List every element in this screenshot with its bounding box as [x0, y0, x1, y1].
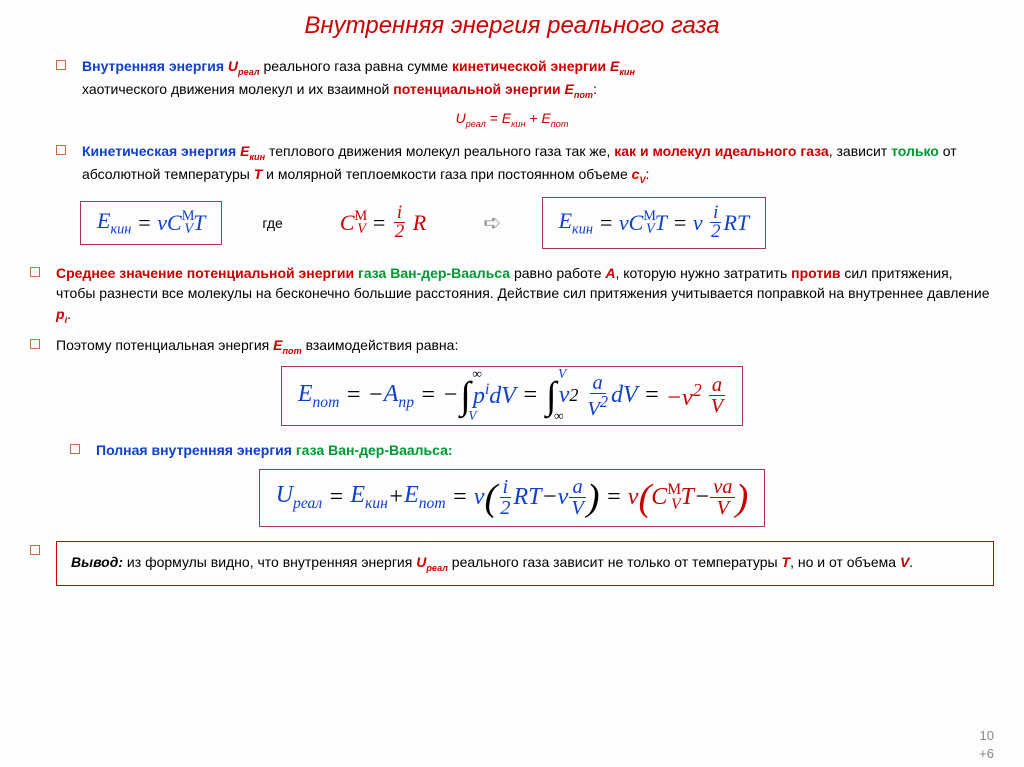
bullet-full-energy: Полная внутренняя энергия газа Ван-дер-В… [70, 440, 994, 460]
bullet-intro: Внутренняя энергия Uреал реального газа … [56, 56, 994, 102]
epot-intro-text: Поэтому потенциальная энергия Eпот взаим… [56, 335, 994, 358]
formula-epot: Eпот = −Aпр = −∞∫VpidV = V∫∞ν2 aV2dV = −… [30, 366, 994, 427]
page-title: Внутренняя энергия реального газа [30, 12, 994, 40]
conclusion-box: Вывод: из формулы видно, что внутренняя … [56, 541, 994, 586]
formula-ekin-1: Eкин = νCMVT [80, 201, 222, 246]
page-number: 10 [980, 728, 994, 743]
bullet-icon [30, 267, 40, 277]
bullet-kinetic: Кинетическая энергия Eкин теплового движ… [56, 141, 994, 187]
bullet-potential-mean: Среднее значение потенциальной энергии г… [30, 263, 994, 327]
equation-row-ekin: Eкин = νCMVT где CMV = i2 R ➪ Eкин = νCM… [80, 197, 994, 249]
bullet-conclusion: Вывод: из формулы видно, что внутренняя … [30, 541, 994, 586]
kinetic-text: Кинетическая энергия Eкин теплового движ… [82, 141, 994, 187]
bullet-icon [30, 339, 40, 349]
equation-sum: Uреал = Eкин + Eпот [30, 110, 994, 129]
footer-note: +6 [979, 746, 994, 761]
arrow-icon: ➪ [483, 210, 501, 236]
potential-mean-text: Среднее значение потенциальной энергии г… [56, 263, 994, 327]
bullet-epot-intro: Поэтому потенциальная энергия Eпот взаим… [30, 335, 994, 358]
formula-cv: CMV = i2 R [323, 197, 443, 249]
formula-ureal: Uреал = Eкин+Eпот = ν(i2RT−νaV) = ν(CMVT… [30, 469, 994, 527]
where-label: где [262, 215, 282, 231]
formula-ekin-2: Eкин = νCMVT = ν i2RT [542, 197, 767, 249]
bullet-icon [56, 145, 66, 155]
bullet-icon [70, 444, 80, 454]
full-energy-text: Полная внутренняя энергия газа Ван-дер-В… [96, 440, 994, 460]
bullet-icon [30, 545, 40, 555]
intro-text: Внутренняя энергия Uреал реального газа … [82, 56, 994, 102]
bullet-icon [56, 60, 66, 70]
